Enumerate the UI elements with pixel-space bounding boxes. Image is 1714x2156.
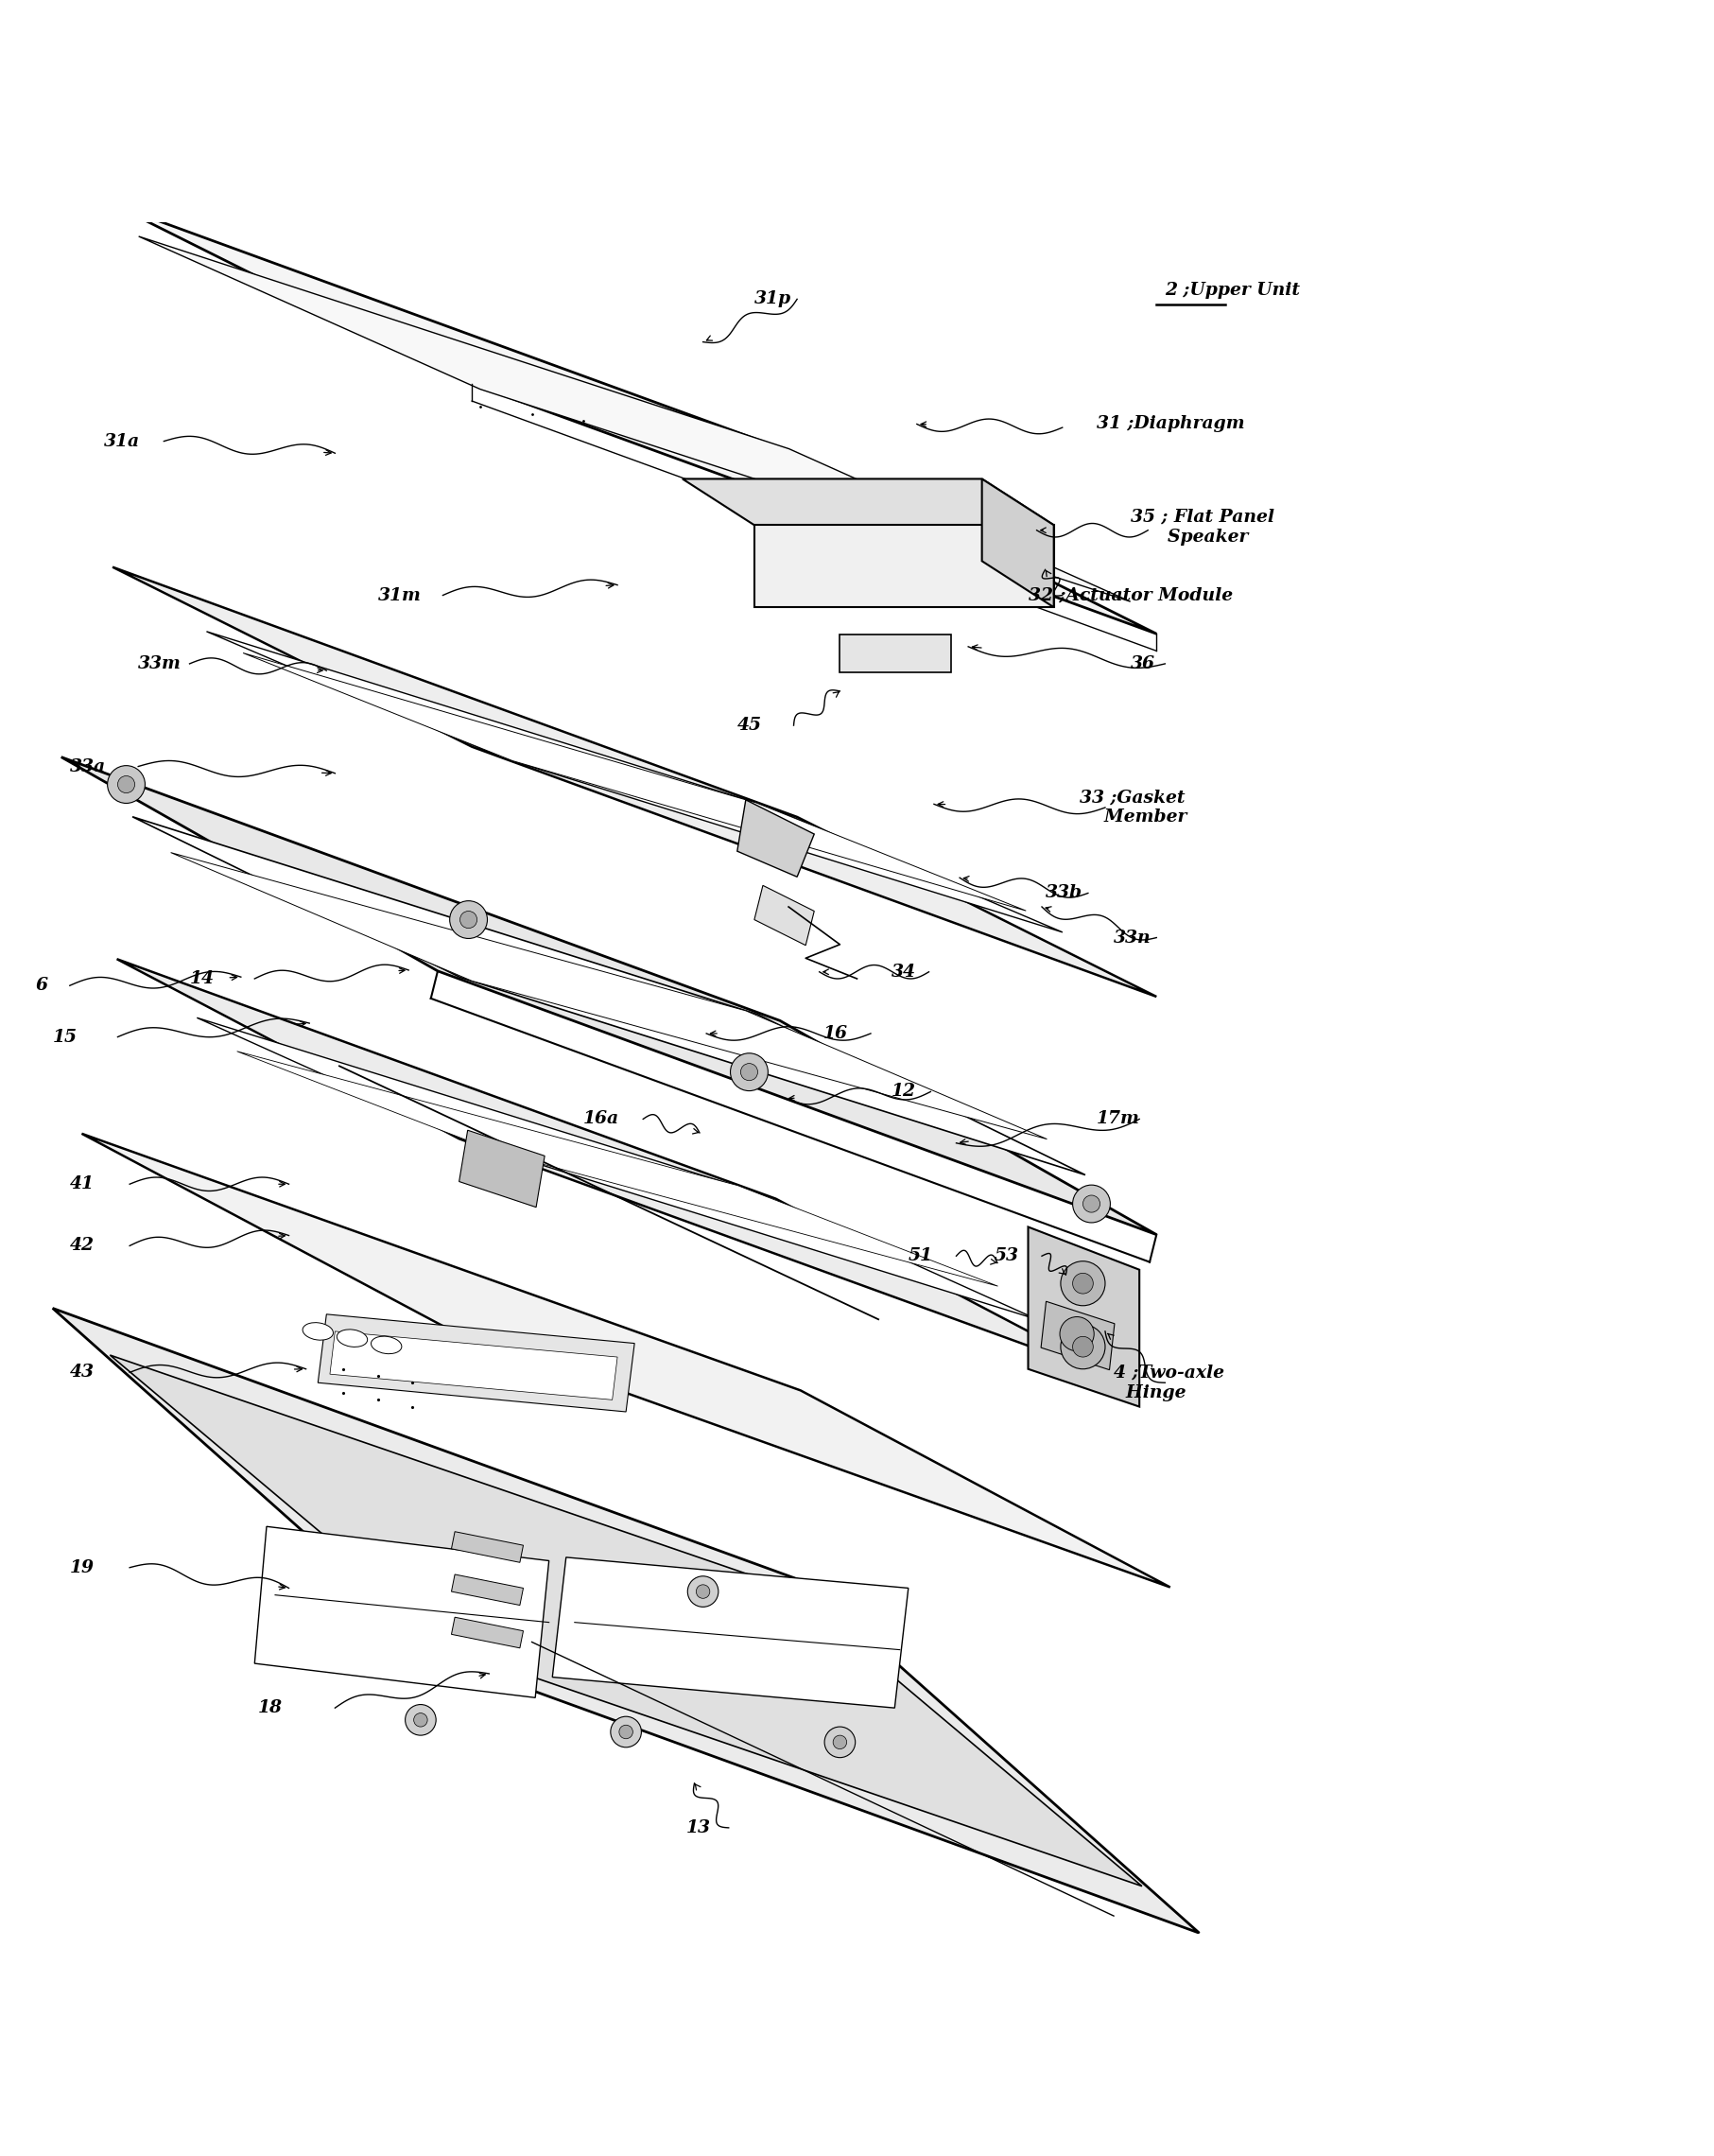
Circle shape xyxy=(1083,1194,1100,1212)
Polygon shape xyxy=(982,479,1054,608)
Circle shape xyxy=(740,1063,758,1080)
Polygon shape xyxy=(451,1617,523,1647)
Circle shape xyxy=(1061,1261,1106,1307)
Polygon shape xyxy=(237,1052,998,1287)
Polygon shape xyxy=(113,567,1157,996)
Polygon shape xyxy=(451,1531,523,1563)
Text: 33a: 33a xyxy=(70,759,106,774)
Circle shape xyxy=(1073,1186,1111,1222)
Text: 33b: 33b xyxy=(1046,884,1082,901)
Ellipse shape xyxy=(303,1322,333,1341)
Polygon shape xyxy=(53,1309,1200,1934)
Text: 6: 6 xyxy=(36,977,48,994)
Text: 42: 42 xyxy=(70,1238,94,1255)
Polygon shape xyxy=(840,634,951,673)
Text: 43: 43 xyxy=(70,1365,94,1382)
Ellipse shape xyxy=(370,1337,401,1354)
Circle shape xyxy=(449,901,487,938)
Text: 31m: 31m xyxy=(377,586,422,604)
Circle shape xyxy=(108,765,146,804)
Text: 33n: 33n xyxy=(1114,929,1152,946)
Text: 13: 13 xyxy=(686,1820,710,1837)
Polygon shape xyxy=(1040,1302,1114,1369)
Text: 32 ;Actuator Module: 32 ;Actuator Module xyxy=(1028,586,1232,604)
Polygon shape xyxy=(552,1557,908,1708)
Circle shape xyxy=(1059,1317,1094,1352)
Circle shape xyxy=(730,1052,768,1091)
Polygon shape xyxy=(243,653,1027,910)
Polygon shape xyxy=(62,757,1157,1235)
Text: 16: 16 xyxy=(823,1024,847,1041)
Polygon shape xyxy=(171,852,1047,1138)
Text: 45: 45 xyxy=(737,716,761,733)
Polygon shape xyxy=(329,1332,617,1399)
Text: 4 ;Two-axle
  Hinge: 4 ;Two-axle Hinge xyxy=(1114,1365,1224,1401)
Polygon shape xyxy=(82,1134,1171,1587)
Polygon shape xyxy=(459,1130,545,1207)
Polygon shape xyxy=(206,632,1063,931)
Circle shape xyxy=(1073,1337,1094,1356)
Polygon shape xyxy=(682,479,1054,526)
Text: 33 ;Gasket
    Member: 33 ;Gasket Member xyxy=(1080,789,1186,826)
Text: 16a: 16a xyxy=(583,1110,619,1128)
Text: 12: 12 xyxy=(891,1082,915,1100)
Polygon shape xyxy=(113,205,1157,634)
Circle shape xyxy=(459,912,476,929)
Circle shape xyxy=(824,1727,855,1757)
Circle shape xyxy=(405,1705,435,1736)
Text: 18: 18 xyxy=(259,1699,283,1716)
Text: 34: 34 xyxy=(891,964,915,981)
Ellipse shape xyxy=(338,1330,367,1348)
Text: 33m: 33m xyxy=(139,655,182,673)
Text: 14: 14 xyxy=(190,970,214,987)
Text: 36: 36 xyxy=(1131,655,1155,673)
Circle shape xyxy=(696,1585,710,1598)
Polygon shape xyxy=(110,1356,1142,1886)
Text: 51: 51 xyxy=(908,1248,932,1266)
Text: 17m: 17m xyxy=(1097,1110,1140,1128)
Polygon shape xyxy=(754,886,814,944)
Text: 53: 53 xyxy=(994,1248,1018,1266)
Polygon shape xyxy=(754,526,1054,608)
Circle shape xyxy=(1073,1274,1094,1294)
Polygon shape xyxy=(737,800,814,877)
Text: 35 ; Flat Panel
      Speaker: 35 ; Flat Panel Speaker xyxy=(1131,509,1275,545)
Polygon shape xyxy=(139,237,1131,602)
Polygon shape xyxy=(255,1526,548,1697)
Text: 31p: 31p xyxy=(754,291,792,308)
Circle shape xyxy=(619,1725,632,1738)
Polygon shape xyxy=(132,817,1085,1175)
Text: 31a: 31a xyxy=(105,433,141,451)
Circle shape xyxy=(413,1714,427,1727)
Circle shape xyxy=(687,1576,718,1606)
Circle shape xyxy=(1061,1324,1106,1369)
Text: 31 ;Diaphragm: 31 ;Diaphragm xyxy=(1097,416,1244,433)
Circle shape xyxy=(118,776,135,793)
Polygon shape xyxy=(317,1315,634,1412)
Text: 2 ;Upper Unit: 2 ;Upper Unit xyxy=(1166,282,1301,300)
Text: 19: 19 xyxy=(70,1559,94,1576)
Text: 41: 41 xyxy=(70,1175,94,1192)
Circle shape xyxy=(833,1736,847,1749)
Circle shape xyxy=(610,1716,641,1746)
Polygon shape xyxy=(117,959,1118,1378)
Polygon shape xyxy=(197,1018,1039,1319)
Text: 15: 15 xyxy=(53,1028,77,1046)
Polygon shape xyxy=(1028,1227,1140,1406)
Polygon shape xyxy=(451,1574,523,1606)
